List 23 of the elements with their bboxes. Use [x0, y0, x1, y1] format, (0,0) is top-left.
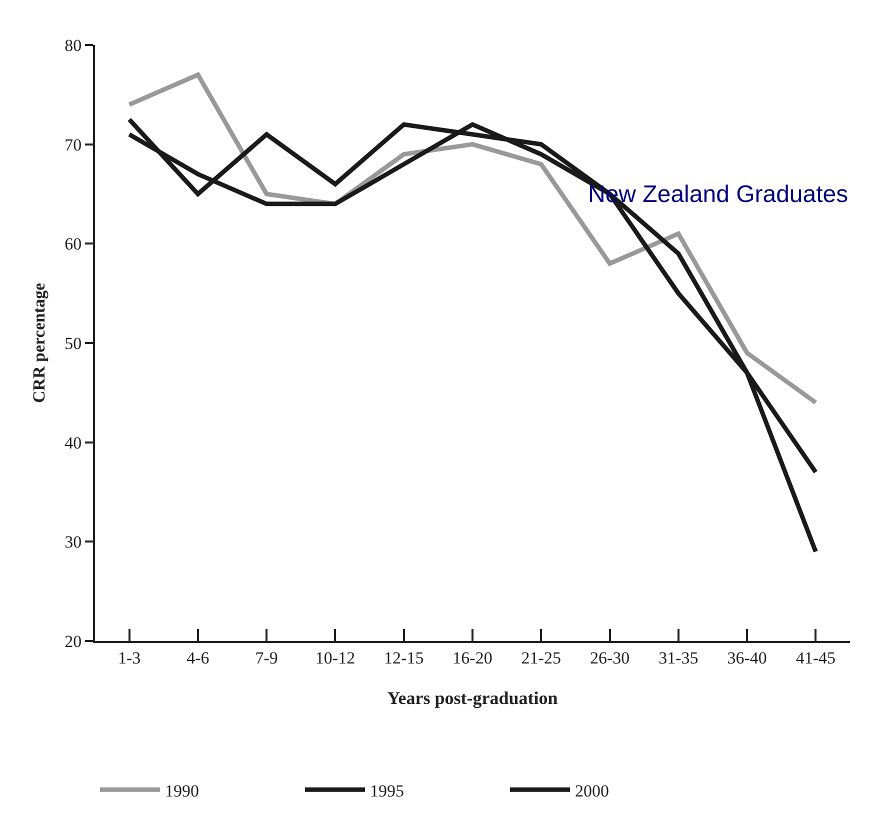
y-axis-title: CRR percentage	[30, 282, 49, 404]
x-tick-label: 41-45	[796, 648, 836, 668]
y-tick-label: 70	[64, 135, 82, 154]
x-tick-label: 4-6	[186, 648, 210, 668]
y-tick-label: 40	[64, 433, 82, 452]
x-tick-label: 12-15	[384, 648, 424, 668]
x-tick-label: 1-3	[118, 648, 141, 668]
legend-label: 1990	[165, 781, 199, 800]
x-tick-label: 7-9	[255, 648, 278, 668]
y-tick-label: 20	[64, 632, 82, 651]
y-tick-label: 60	[64, 234, 82, 254]
x-tick-label: 21-25	[521, 648, 561, 668]
x-tick-label: 31-35	[658, 648, 698, 668]
legend-label: 1995	[370, 781, 404, 800]
x-tick-label: 26-30	[590, 648, 630, 668]
legend-label: 2000	[575, 781, 609, 800]
x-tick-label: 10-12	[315, 648, 356, 668]
y-tick-label: 50	[64, 334, 82, 353]
y-tick-label: 30	[64, 532, 82, 552]
x-tick-label: 16-20	[452, 648, 492, 668]
x-axis-title: Years post-graduation	[387, 688, 558, 708]
y-tick-label: 80	[64, 36, 82, 55]
x-tick-label: 36-40	[727, 648, 767, 668]
